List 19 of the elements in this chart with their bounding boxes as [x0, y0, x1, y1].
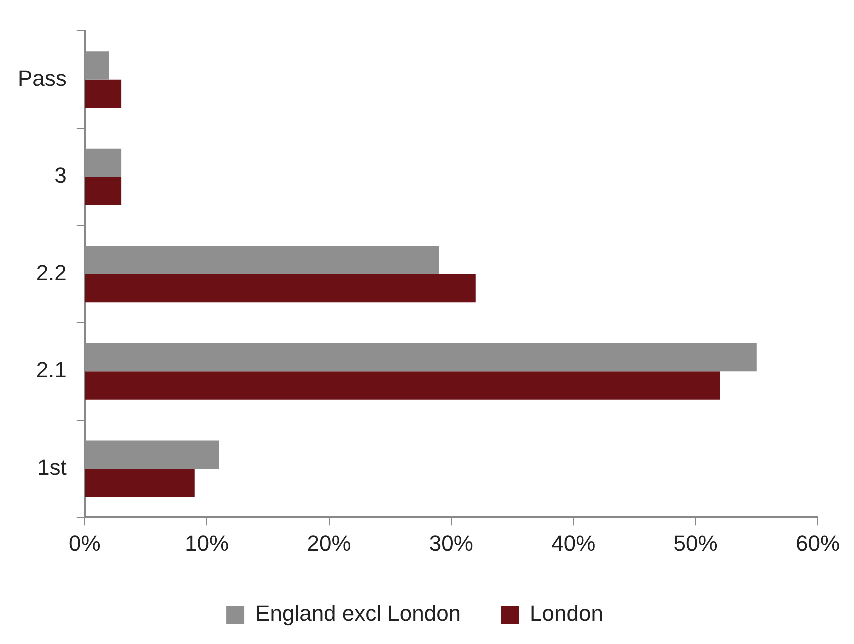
y-tick-label: 2.2: [36, 260, 67, 286]
x-tick-label: 20%: [307, 530, 352, 556]
x-tick-label: 40%: [552, 530, 596, 556]
bar: [85, 274, 476, 303]
y-tick-label: 2.1: [36, 358, 67, 383]
y-tick-label: 1st: [38, 455, 67, 480]
bar: [85, 372, 720, 400]
bar: [85, 177, 122, 206]
x-tick-label: 30%: [429, 530, 474, 556]
y-tick-label: Pass: [18, 66, 67, 91]
legend-label: England excl London: [256, 601, 462, 626]
y-tick-label: 3: [54, 163, 67, 188]
bar: [85, 468, 195, 498]
legend-label: London: [530, 601, 604, 626]
x-tick-label: 60%: [796, 530, 840, 556]
x-tick-label: 10%: [185, 530, 230, 556]
bar: [85, 80, 122, 108]
x-tick-label: 0%: [69, 530, 101, 556]
x-tick-label: 50%: [674, 530, 718, 556]
